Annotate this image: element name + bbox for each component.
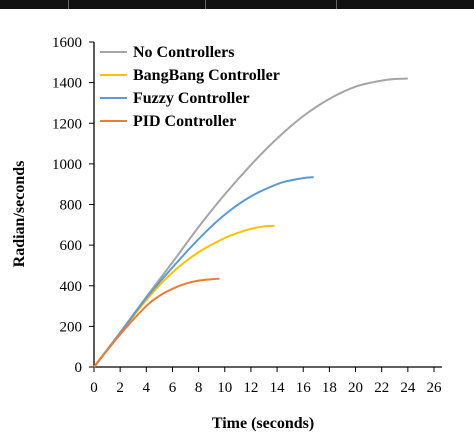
y-tick-label: 1000 bbox=[52, 157, 82, 173]
y-tick-label: 200 bbox=[60, 319, 83, 335]
y-tick-label: 400 bbox=[60, 279, 83, 295]
y-tick-label: 800 bbox=[60, 198, 83, 214]
x-tick-label: 0 bbox=[90, 380, 98, 396]
y-tick-label: 0 bbox=[75, 360, 83, 376]
y-tick-label: 1200 bbox=[52, 116, 82, 132]
series-layer bbox=[93, 77, 408, 368]
top-border bbox=[0, 0, 474, 9]
x-tick-label: 10 bbox=[217, 380, 232, 396]
x-tick-label: 4 bbox=[143, 380, 151, 396]
x-tick-label: 16 bbox=[296, 380, 312, 396]
top-divider bbox=[205, 0, 206, 9]
legend-label: Fuzzy Controller bbox=[133, 90, 250, 107]
y-tick-label: 1400 bbox=[52, 76, 82, 92]
x-tick-label: 24 bbox=[400, 380, 416, 396]
legend-label: BangBang Controller bbox=[133, 67, 280, 84]
x-tick-label: 14 bbox=[270, 380, 286, 396]
series-line bbox=[93, 176, 314, 368]
y-tick-label: 1600 bbox=[52, 35, 82, 51]
x-tick-label: 6 bbox=[169, 380, 177, 396]
series-line bbox=[93, 277, 220, 368]
top-divider bbox=[336, 0, 337, 9]
x-axis-title: Time (seconds) bbox=[212, 415, 314, 432]
x-tick-label: 8 bbox=[195, 380, 203, 396]
x-tick-label: 12 bbox=[243, 380, 258, 396]
y-tick-label: 600 bbox=[60, 238, 83, 254]
x-tick-label: 26 bbox=[427, 380, 443, 396]
legend-label: PID Controller bbox=[133, 113, 236, 130]
legend: No Controllers BangBang Controller Fuzzy C… bbox=[100, 44, 280, 130]
x-tick-label: 2 bbox=[116, 380, 124, 396]
x-tick-label: 20 bbox=[348, 380, 363, 396]
axes: 0 2 4 6 8 10 12 14 16 18 20 22 24 2602004006008001000… bbox=[52, 35, 442, 396]
top-divider bbox=[68, 0, 69, 9]
x-tick-label: 18 bbox=[322, 380, 337, 396]
y-axis-title: Radian/seconds bbox=[11, 161, 28, 268]
legend-label: No Controllers bbox=[133, 44, 234, 61]
x-tick-label: 22 bbox=[374, 380, 389, 396]
